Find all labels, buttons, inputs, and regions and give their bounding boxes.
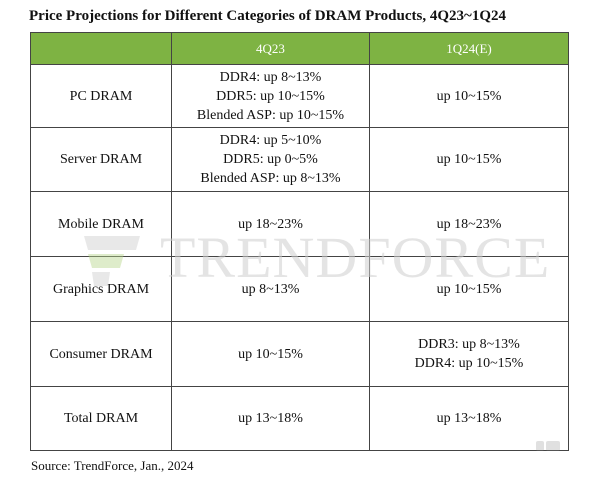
cell-line: up 10~15% <box>238 346 303 362</box>
source-note: Source: TrendForce, Jan., 2024 <box>31 458 194 473</box>
cell-line: Blended ASP: up 8~13% <box>200 171 341 186</box>
table-row: Consumer DRAM up 10~15% DDR3: up 8~13% D… <box>30 321 569 387</box>
category-cell: Total DRAM <box>30 386 172 451</box>
cell-line: DDR4: up 8~13% <box>219 69 322 85</box>
cell-line: up 10~15% <box>436 281 502 297</box>
price-projection-table: 4Q23 1Q24(E) PC DRAM DDR4: up 8~13% DDR5… <box>30 32 569 451</box>
table-header-row: 4Q23 1Q24(E) <box>30 32 569 65</box>
q4-23-cell: up 8~13% <box>171 256 370 322</box>
cell-line: up 18~23% <box>436 216 502 232</box>
q4-23-cell: DDR4: up 8~13% DDR5: up 10~15% Blended A… <box>171 64 370 128</box>
header-category <box>30 32 172 65</box>
header-4q23: 4Q23 <box>171 32 370 65</box>
cell-line: DDR5: up 0~5% <box>223 152 318 167</box>
cell-line: DDR5: up 10~15% <box>216 88 325 104</box>
q1-24-cell: up 13~18% <box>369 386 569 451</box>
q1-24-cell: up 10~15% <box>369 256 569 322</box>
table-row: Graphics DRAM up 8~13% up 10~15% <box>30 256 569 322</box>
corner-logo-icon <box>536 441 560 451</box>
q1-24-cell: up 10~15% <box>369 64 569 128</box>
category-cell: Graphics DRAM <box>30 256 172 322</box>
q4-23-cell: DDR4: up 5~10% DDR5: up 0~5% Blended ASP… <box>171 127 370 192</box>
table-row: PC DRAM DDR4: up 8~13% DDR5: up 10~15% B… <box>30 64 569 128</box>
header-1q24: 1Q24(E) <box>369 32 569 65</box>
q4-23-cell: up 18~23% <box>171 191 370 257</box>
category-cell: Server DRAM <box>30 127 172 192</box>
q1-24-cell: up 18~23% <box>369 191 569 257</box>
q4-23-cell: up 10~15% <box>171 321 370 387</box>
cell-line: up 8~13% <box>241 281 300 297</box>
q4-23-cell: up 13~18% <box>171 386 370 451</box>
category-cell: PC DRAM <box>30 64 172 128</box>
cell-line: DDR4: up 10~15% <box>414 356 524 371</box>
cell-line: up 10~15% <box>436 152 502 167</box>
cell-line: DDR4: up 5~10% <box>219 133 322 148</box>
cell-line: Blended ASP: up 10~15% <box>196 107 345 123</box>
cell-line: up 10~15% <box>436 88 502 104</box>
category-cell: Mobile DRAM <box>30 191 172 257</box>
table-row: Mobile DRAM up 18~23% up 18~23% <box>30 191 569 257</box>
category-cell: Consumer DRAM <box>30 321 172 387</box>
table-row-total: Total DRAM up 13~18% up 13~18% <box>30 386 569 451</box>
cell-line: up 13~18% <box>238 411 303 426</box>
q1-24-cell: up 10~15% <box>369 127 569 192</box>
cell-line: up 18~23% <box>238 216 303 232</box>
cell-line: DDR3: up 8~13% <box>418 337 520 352</box>
q1-24-cell: DDR3: up 8~13% DDR4: up 10~15% <box>369 321 569 387</box>
table-row: Server DRAM DDR4: up 5~10% DDR5: up 0~5%… <box>30 127 569 192</box>
cell-line: up 13~18% <box>436 411 502 426</box>
page-title: Price Projections for Different Categori… <box>29 8 506 24</box>
